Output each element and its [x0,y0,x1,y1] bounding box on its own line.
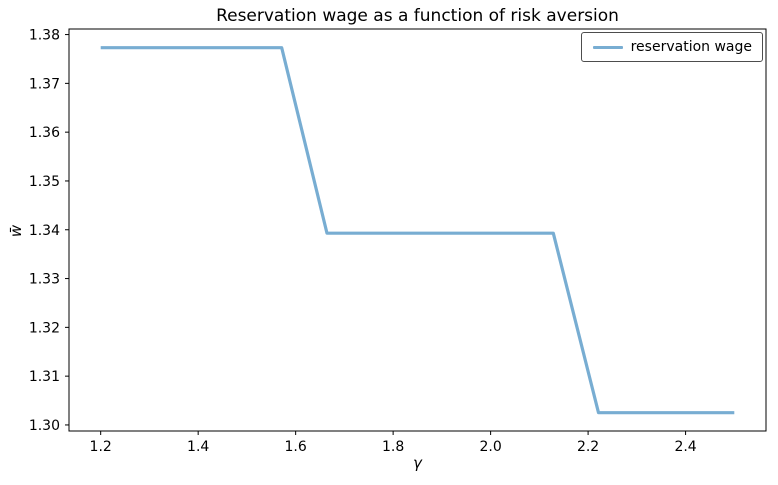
legend-line-sample-icon [592,45,623,49]
y-tick-label: 1.35 [29,174,60,190]
legend-label: reservation wage [630,39,752,55]
y-tick-label: 1.38 [29,28,60,44]
y-tick-label: 1.33 [29,272,60,288]
y-tick-label: 1.34 [29,223,60,239]
x-tick-label: 2.2 [577,439,599,455]
x-tick-label: 1.2 [90,439,112,455]
y-tick-label: 1.37 [29,76,60,92]
x-tick-label: 1.6 [285,439,307,455]
y-tick-label: 1.32 [29,320,60,336]
reservation-wage-line [100,46,735,415]
x-tick-label: 1.4 [187,439,209,455]
y-tick-label: 1.31 [29,369,60,385]
y-tick-label: 1.30 [29,418,60,434]
x-axis-label: γ [413,454,422,472]
y-tick-label: 1.36 [29,125,60,141]
x-tick-label: 1.8 [382,439,404,455]
x-tick-label: 2.4 [674,439,696,455]
axes-spines [68,28,767,432]
legend: reservation wage [580,32,763,62]
chart-title: Reservation wage as a function of risk a… [216,6,619,26]
x-tick-label: 2.0 [479,439,501,455]
y-axis-label: w̄ [7,224,25,238]
